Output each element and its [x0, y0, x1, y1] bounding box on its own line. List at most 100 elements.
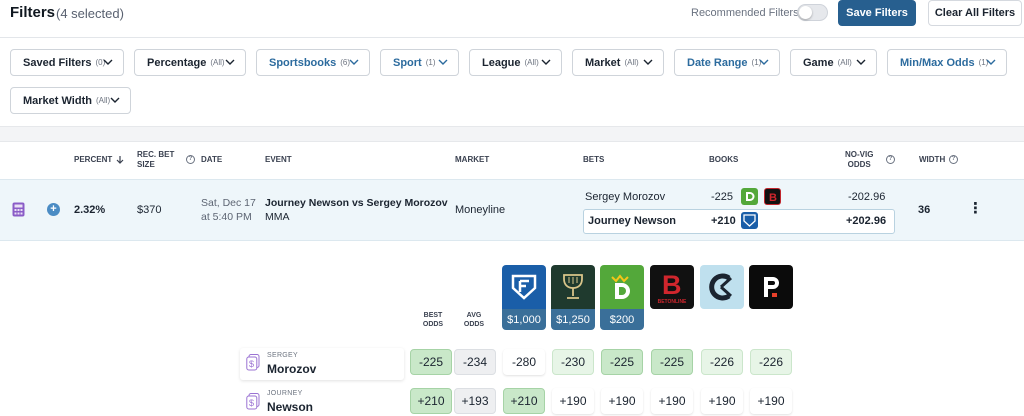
- expand-row-icon[interactable]: +: [47, 203, 60, 216]
- col-label: PERCENT: [74, 155, 113, 164]
- info-icon[interactable]: ?: [949, 155, 958, 164]
- filter-label: Market Width: [23, 94, 92, 107]
- bet-slip-icon[interactable]: $: [246, 354, 260, 371]
- col-label: AVG: [466, 312, 482, 319]
- bet-name: Journey Newson: [588, 215, 677, 227]
- col-label: ODDS: [847, 160, 871, 169]
- book-odds-cell[interactable]: +190: [750, 388, 792, 414]
- filter-count: (0): [95, 58, 106, 67]
- filter-percentage[interactable]: Percentage (All): [134, 49, 246, 76]
- bet-odds: -225: [711, 191, 734, 203]
- best-odds-value: -225: [410, 349, 452, 375]
- bet-size-value: $370: [137, 204, 162, 216]
- book-card-betonline[interactable]: B BETONLINE: [650, 265, 694, 309]
- player-first-name: JOURNEY: [267, 390, 303, 397]
- betonline-icon: B: [764, 188, 781, 205]
- chevron-down-icon: [438, 59, 448, 65]
- bet-highlight[interactable]: [583, 209, 895, 234]
- book-odds-cell[interactable]: -226: [750, 349, 792, 375]
- col-header-market: MARKET: [455, 155, 490, 164]
- more-options-icon[interactable]: ⋮: [968, 200, 983, 217]
- filter-market[interactable]: Market (All): [572, 49, 664, 76]
- save-filters-button[interactable]: Save Filters: [838, 0, 916, 26]
- filter-count: (All): [524, 58, 539, 67]
- book-card-pointsbet[interactable]: [749, 265, 793, 309]
- filter-game[interactable]: Game (All): [790, 49, 877, 76]
- book-odds-cell[interactable]: +190: [651, 388, 693, 414]
- fanduel-icon: [502, 265, 546, 309]
- col-header-event: EVENT: [265, 155, 292, 164]
- svg-text:B: B: [662, 270, 682, 298]
- filter-count: (1): [425, 58, 436, 67]
- book-odds-cell[interactable]: -230: [552, 349, 594, 375]
- book-card-draftkings[interactable]: $200: [600, 265, 644, 330]
- book-amount: $200: [600, 309, 644, 330]
- info-icon[interactable]: ?: [886, 155, 895, 164]
- filter-saved-filters[interactable]: Saved Filters (0): [10, 49, 124, 76]
- chevron-down-icon: [110, 97, 120, 103]
- event-name[interactable]: Journey Newson vs Sergey Morozov: [265, 197, 448, 209]
- betonline-icon: B BETONLINE: [650, 265, 694, 309]
- filter-count: (All): [210, 58, 225, 67]
- selected-count: (4 selected): [56, 6, 124, 21]
- chevron-down-icon: [225, 59, 235, 65]
- player-first-name: SERGEY: [267, 352, 298, 359]
- bet-odds: +210: [711, 215, 736, 227]
- book-card-fanduel[interactable]: $1,000: [502, 265, 546, 330]
- market-value: Moneyline: [455, 204, 506, 216]
- percent-value: 2.32%: [74, 204, 106, 216]
- filter-label: League: [482, 56, 521, 69]
- chevron-down-icon: [986, 59, 996, 65]
- book-odds-cell[interactable]: +210: [503, 388, 545, 414]
- bet-name: Sergey Morozov: [585, 191, 666, 203]
- filter-market-width[interactable]: Market Width (All): [10, 87, 131, 114]
- col-label: SIZE: [137, 160, 155, 169]
- recommended-filters-toggle[interactable]: [797, 4, 828, 21]
- bet-slip-icon[interactable]: $: [246, 393, 260, 410]
- book-card-caesars[interactable]: $1,250: [551, 265, 595, 330]
- chevron-down-icon: [759, 59, 769, 65]
- best-odds-value: +210: [410, 388, 452, 414]
- sort-arrow-down-icon: [117, 156, 124, 165]
- page-title: Filters: [10, 4, 56, 21]
- avg-odds-value: -234: [454, 349, 496, 375]
- filter-min-max-odds[interactable]: Min/Max Odds (1): [887, 49, 1007, 76]
- filter-label: Saved Filters: [23, 56, 92, 69]
- col-label: ODDS: [422, 321, 444, 328]
- book-odds-cell[interactable]: -225: [601, 349, 643, 375]
- svg-text:$: $: [249, 398, 254, 408]
- filter-sport[interactable]: Sport (1): [380, 49, 459, 76]
- col-header-width: WIDTH: [919, 155, 946, 164]
- book-odds-cell[interactable]: +190: [601, 388, 643, 414]
- avg-odds-value: +193: [454, 388, 496, 414]
- filter-date-range[interactable]: Date Range (1): [674, 49, 780, 76]
- calculator-icon[interactable]: [12, 202, 25, 217]
- book-odds-cell[interactable]: -225: [651, 349, 693, 375]
- chevron-down-icon: [643, 59, 653, 65]
- filter-label: Date Range: [687, 56, 748, 69]
- book-odds-cell[interactable]: -226: [701, 349, 743, 375]
- book-odds-cell[interactable]: +190: [701, 388, 743, 414]
- clear-all-filters-button[interactable]: Clear All Filters: [928, 0, 1022, 26]
- chevron-down-icon: [541, 59, 551, 65]
- date-line1: Sat, Dec 17: [201, 197, 256, 209]
- col-header-percent[interactable]: PERCENT: [74, 155, 124, 165]
- book-odds-cell[interactable]: -280: [503, 349, 545, 375]
- filter-count: (1): [751, 58, 762, 67]
- filter-league[interactable]: League (All): [469, 49, 562, 76]
- pointsbet-icon: [749, 265, 793, 309]
- book-odds-cell[interactable]: +190: [552, 388, 594, 414]
- filter-sportsbooks[interactable]: Sportsbooks (6): [256, 49, 370, 76]
- best-odds-header: BEST ODDS: [414, 311, 452, 329]
- col-label: NO-VIG: [845, 150, 874, 159]
- book-card-kalshi[interactable]: [700, 265, 744, 309]
- book-amount: $1,000: [502, 309, 546, 330]
- date-line2: at 5:40 PM: [201, 211, 252, 223]
- draftkings-icon: [600, 265, 644, 309]
- col-label: BEST: [423, 312, 443, 319]
- bet-novig: -202.96: [848, 191, 886, 203]
- info-icon[interactable]: ?: [186, 155, 195, 164]
- col-header-date: DATE: [201, 155, 223, 164]
- filter-label: Sportsbooks: [269, 56, 337, 69]
- col-header-no-vig-odds: NO-VIG ODDS: [845, 150, 873, 170]
